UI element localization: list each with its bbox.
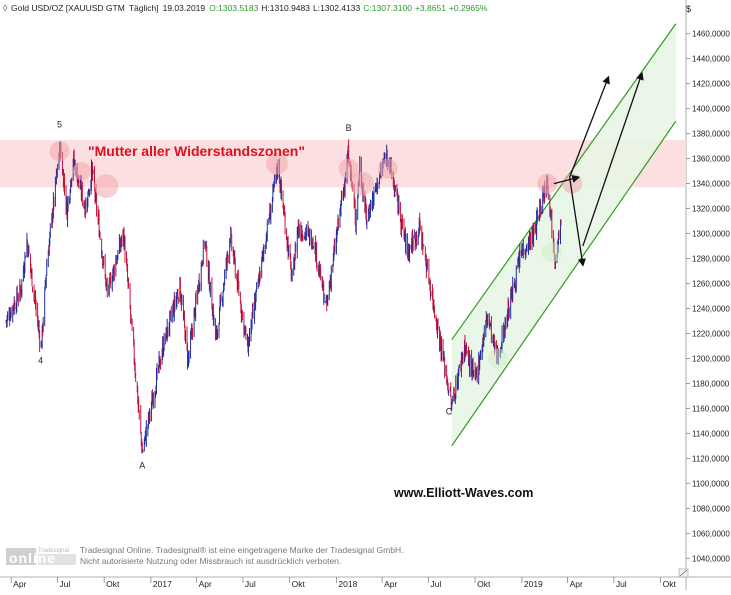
- channel-lower-line: [451, 120, 677, 447]
- y-tick-label: 1220,0000: [692, 329, 730, 338]
- y-tick-label: 1460,0000: [692, 30, 730, 39]
- y-tick-label: 1280,0000: [692, 255, 730, 264]
- y-tick-label: 1440,0000: [692, 55, 730, 64]
- y-tick-label: 1400,0000: [692, 105, 730, 114]
- wave-label-4: 4: [38, 355, 43, 365]
- x-tick-label: 2018: [338, 579, 357, 589]
- y-tick-label: 1300,0000: [692, 230, 730, 239]
- highlight-circle: [349, 171, 374, 196]
- header-open: O:1303.5183: [209, 3, 258, 13]
- header-low: L:1302.4133: [313, 3, 361, 13]
- x-tick-label: Jul: [430, 579, 441, 589]
- website-label[interactable]: www.Elliott-Waves.com: [393, 486, 533, 500]
- highlight-circles: [49, 141, 583, 369]
- y-tick-label: 1160,0000: [692, 404, 730, 413]
- x-tick-label: Okt: [106, 579, 120, 589]
- x-tick-label: Jul: [616, 579, 627, 589]
- y-tick-label: 1360,0000: [692, 155, 730, 164]
- x-tick-label: Okt: [477, 579, 491, 589]
- chart-header: Gold USD/OZ [XAUUSD GTM Täglich] 19.03.201…: [11, 3, 488, 13]
- logo-box-on: [6, 548, 36, 565]
- resistance-zone-label: "Mutter aller Widerstandszonen": [88, 143, 305, 159]
- wave-label-5: 5: [57, 119, 62, 129]
- y-tick-label: 1040,0000: [692, 554, 730, 563]
- x-tick-label: Apr: [570, 579, 583, 589]
- x-tick-label: Jul: [245, 579, 256, 589]
- highlight-circle: [338, 158, 359, 179]
- highlight-circle: [94, 174, 119, 199]
- logo-box-line: [38, 554, 76, 565]
- y-tick-label: 1320,0000: [692, 205, 730, 214]
- wave-label-A: A: [139, 460, 145, 470]
- y-tick-label: 1420,0000: [692, 80, 730, 89]
- projection-arrows: [553, 71, 644, 267]
- highlight-circle: [377, 158, 398, 179]
- header-change-pct: +0.2965%: [449, 3, 488, 13]
- wave-label-C: C: [446, 407, 453, 417]
- highlight-circle: [541, 242, 562, 263]
- x-tick-label: 2019: [524, 579, 543, 589]
- y-tick-label: 1200,0000: [692, 354, 730, 363]
- currency-label: $: [686, 4, 691, 14]
- y-tick-label: 1380,0000: [692, 130, 730, 139]
- header-change: +3.8651: [415, 3, 446, 13]
- highlight-circle: [72, 162, 91, 181]
- projection-arrow: [569, 75, 610, 178]
- highlight-circle: [537, 173, 558, 194]
- y-tick-label: 1120,0000: [692, 454, 730, 463]
- header-high: H:1310.9483: [261, 3, 310, 13]
- tradesignal-logo: Tradesignal online: [6, 548, 76, 566]
- x-tick-label: Okt: [663, 579, 677, 589]
- highlight-circle: [487, 348, 508, 369]
- channel-fill: [451, 23, 676, 446]
- y-tick-label: 1340,0000: [692, 180, 730, 189]
- header-symbol: Gold USD/OZ [XAUUSD GTM: [11, 3, 125, 13]
- projection-arrow: [568, 177, 586, 267]
- projection-arrow: [553, 174, 581, 185]
- x-axis: Apr Jul Okt 2017 Apr Jul Okt 2018 Apr Jul Okt 2019 A…: [10, 577, 677, 589]
- header-period: Täglich]: [129, 3, 159, 13]
- logo-online: online: [9, 550, 56, 566]
- highlight-circle: [265, 152, 288, 175]
- y-tick-label: 1100,0000: [692, 479, 730, 488]
- y-tick-label: 1080,0000: [692, 504, 730, 513]
- y-tick-label: 1260,0000: [692, 280, 730, 289]
- price-series: [5, 139, 562, 454]
- header-date: 19.03.2019: [163, 3, 206, 13]
- footer-line-1: Tradesignal Online. Tradesignal® ist ein…: [80, 545, 403, 555]
- x-tick-label: 2017: [153, 579, 172, 589]
- logo-tradesignal: Tradesignal: [38, 548, 69, 554]
- x-tick-label: Jul: [59, 579, 70, 589]
- footer-line-2: Nicht autorisierte Nutzung oder Missbrau…: [80, 556, 341, 566]
- y-tick-label: 1140,0000: [692, 429, 730, 438]
- wave-label-B: B: [346, 123, 352, 133]
- y-tick-label: 1180,0000: [692, 379, 730, 388]
- x-tick-label: Apr: [13, 579, 26, 589]
- x-tick-label: Apr: [384, 579, 397, 589]
- projection-arrow: [582, 71, 644, 247]
- x-tick-label: Apr: [199, 579, 212, 589]
- header-close: C:1307.3100: [363, 3, 412, 13]
- wave-labels: 5 4 A B C: [38, 119, 453, 470]
- y-tick-label: 1060,0000: [692, 529, 730, 538]
- highlight-circle: [49, 141, 70, 162]
- y-tick-label: 1240,0000: [692, 304, 730, 313]
- resize-corner[interactable]: [678, 568, 689, 578]
- symbol-icon: ◊: [3, 3, 8, 13]
- x-tick-label: Okt: [292, 579, 306, 589]
- y-axis: 1040,0000 1060,0000 1080,0000 1100,0000 1120…: [686, 30, 730, 563]
